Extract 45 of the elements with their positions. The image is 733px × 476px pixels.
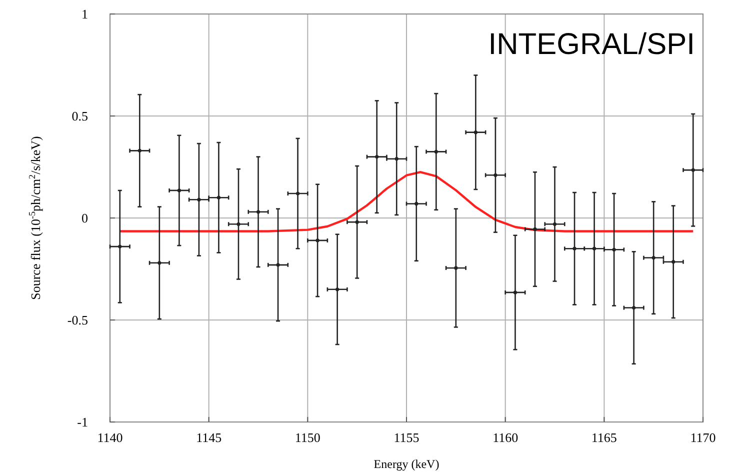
point [394,157,398,161]
x-tick-label: 1150 [294,430,320,445]
point [276,263,280,267]
point [197,198,201,202]
point [494,173,498,177]
point [118,244,122,248]
x-tick-label: 1140 [97,430,123,445]
point [177,188,181,192]
x-axis-title: Energy (keV) [374,457,440,471]
point [454,266,458,270]
y-tick-label: 1 [82,6,88,22]
point [355,220,359,224]
point [691,168,695,172]
point [612,248,616,252]
line-series [118,171,694,232]
y-tick-label: -0.5 [67,312,88,328]
point [236,222,240,226]
point [316,238,320,242]
point [256,210,260,214]
y-tick-label: 0.5 [72,108,88,124]
annotation: INTEGRAL/SPI [488,28,695,61]
y-tick-label: -1 [77,414,88,430]
point [652,256,656,260]
point [533,227,537,232]
point [375,155,379,159]
point [474,130,478,134]
point [138,148,142,152]
point [296,192,300,196]
point [216,196,221,200]
point [336,288,340,292]
x-tick-label: 1170 [690,430,716,445]
x-tick-label: 1165 [591,430,617,445]
point [572,246,576,250]
x-tick-label: 1155 [394,430,420,445]
point [513,290,518,294]
point [632,306,636,310]
point [434,150,438,154]
x-tick-label: 1145 [196,430,222,445]
point [158,261,162,265]
point [552,222,557,226]
x-tick-label: 1160 [492,430,518,445]
y-tick-label: 0 [82,210,88,226]
point [592,246,596,250]
point [414,202,418,206]
point [672,260,676,264]
